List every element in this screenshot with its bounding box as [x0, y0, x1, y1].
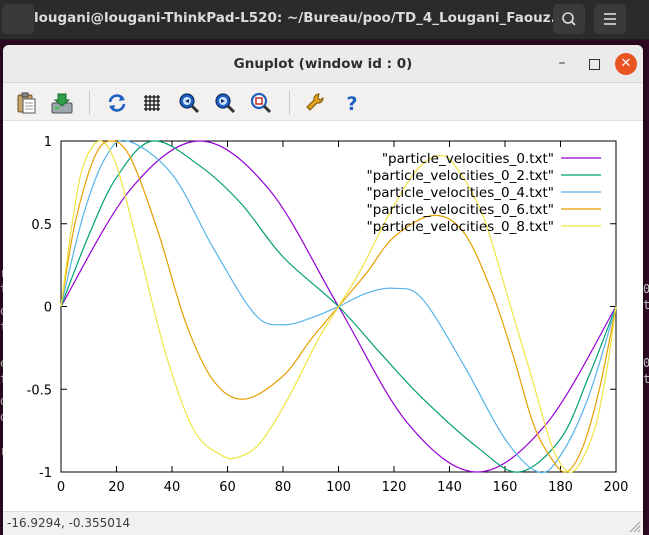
settings-icon	[306, 93, 324, 111]
x-tick-label: 40	[164, 480, 181, 495]
grid-icon	[144, 95, 160, 111]
replot-button[interactable]	[104, 90, 130, 116]
legend: "particle_velocities_0.txt""particle_vel…	[367, 151, 601, 235]
resize-grip-icon[interactable]	[627, 519, 641, 533]
legend-label: "particle_velocities_0_6.txt"	[367, 202, 555, 218]
x-tick-label: 100	[326, 480, 351, 495]
terminal-text-fragment: t	[643, 298, 649, 312]
series-line-4	[60, 140, 617, 473]
export-icon	[51, 93, 73, 114]
gnuplot-toolbar: ?	[3, 83, 643, 121]
y-tick-label: -0.5	[27, 383, 52, 398]
terminal-menu-button[interactable]	[594, 4, 626, 34]
help-button[interactable]: ?	[339, 90, 365, 116]
zoom-previous-button[interactable]	[176, 90, 202, 116]
minimize-button[interactable]: –	[558, 55, 566, 71]
settings-button[interactable]	[303, 90, 329, 116]
search-icon	[562, 12, 576, 26]
x-tick-label: 0	[57, 480, 65, 495]
replot-icon	[108, 94, 126, 112]
velocity-chart[interactable]: 0 20 40 60 80 100 120 140 160 180 200 -1-0.500.51 …	[3, 121, 643, 511]
x-tick-label: 140	[437, 480, 462, 495]
x-tick-label: 20	[108, 480, 125, 495]
terminal-text-fragment: t	[643, 372, 649, 386]
terminal-header-bar: lougani@lougani-ThinkPad-L520: ~/Bureau/…	[0, 0, 649, 40]
x-axis: 0 20 40 60 80 100 120 140 160 180 200	[57, 141, 629, 495]
plot-area[interactable]: 0 20 40 60 80 100 120 140 160 180 200 -1 -0.5 0 0.5 1 …	[3, 121, 643, 511]
terminal-new-tab-button[interactable]	[2, 4, 34, 34]
x-tick-label: 80	[275, 480, 292, 495]
clipboard-icon	[17, 92, 36, 114]
autoscale-icon	[250, 92, 272, 114]
x-tick-label: 160	[493, 480, 518, 495]
help-glyph: ?	[346, 93, 357, 115]
series-lines	[60, 139, 617, 474]
legend-label: "particle_velocities_0_4.txt"	[367, 185, 555, 201]
gnuplot-window: Gnuplot (window id : 0) – ✕	[3, 45, 643, 535]
gnuplot-titlebar[interactable]: Gnuplot (window id : 0) – ✕	[3, 45, 643, 83]
x-tick-label: 60	[219, 480, 236, 495]
zoom-previous-icon	[179, 93, 200, 114]
y-axis: -1 -0.5 0 0.5 1	[27, 135, 616, 481]
zoom-next-icon	[215, 93, 236, 114]
window-title: Gnuplot (window id : 0)	[233, 56, 413, 72]
hamburger-menu-icon	[604, 13, 616, 25]
x-tick-label: 120	[382, 480, 407, 495]
series-line-3	[60, 140, 617, 473]
legend-label: "particle_velocities_0_2.txt"	[367, 168, 555, 184]
toggle-grid-button[interactable]	[140, 90, 166, 116]
x-tick-label: 200	[604, 480, 629, 495]
legend-label: "particle_velocities_0_8.txt"	[367, 219, 555, 235]
mouse-coordinates: -16.9294, -0.355014	[7, 516, 131, 530]
autoscale-button[interactable]	[248, 90, 274, 116]
terminal-text-fragment: 0	[643, 282, 649, 296]
status-bar: -16.9294, -0.355014	[3, 511, 643, 535]
y-tick-label: 1	[44, 135, 52, 150]
y-tick-label: 0	[44, 301, 52, 316]
export-button[interactable]	[49, 90, 75, 116]
close-button[interactable]: ✕	[615, 53, 637, 75]
y-tick-label: 0.5	[31, 218, 52, 233]
help-icon: ?	[346, 93, 357, 115]
maximize-button[interactable]	[583, 53, 605, 75]
zoom-next-button[interactable]	[212, 90, 238, 116]
copy-to-clipboard-button[interactable]	[13, 90, 39, 116]
terminal-search-button[interactable]	[553, 4, 585, 34]
legend-label: "particle_velocities_0.txt"	[382, 151, 554, 167]
y-tick-label: -1	[39, 466, 52, 481]
terminal-text-fragment: 0	[643, 356, 649, 370]
x-tick-label: 180	[548, 480, 573, 495]
terminal-title: lougani@lougani-ThinkPad-L520: ~/Bureau/…	[34, 10, 566, 26]
